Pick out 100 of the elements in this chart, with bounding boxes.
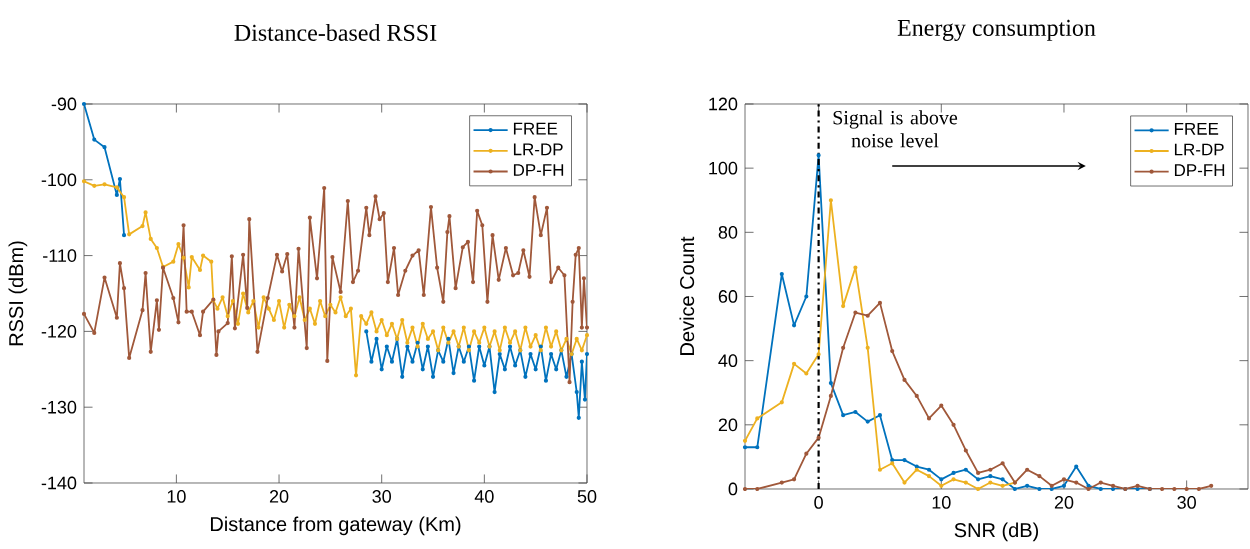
point bbox=[554, 367, 559, 372]
point bbox=[513, 363, 518, 368]
y-tick-label: -90 bbox=[51, 97, 77, 111]
point bbox=[791, 477, 797, 482]
point bbox=[926, 416, 932, 421]
y-tick-label: 60 bbox=[718, 290, 738, 303]
point bbox=[902, 480, 907, 485]
point bbox=[877, 467, 883, 472]
point bbox=[1135, 483, 1140, 488]
point bbox=[779, 400, 784, 405]
point bbox=[507, 344, 513, 349]
x-tick-label: 20 bbox=[1054, 496, 1074, 509]
point bbox=[742, 486, 748, 492]
point bbox=[1135, 486, 1140, 492]
point bbox=[1209, 483, 1214, 488]
point bbox=[543, 378, 549, 383]
y-axis-title: Device Count bbox=[679, 236, 695, 355]
point bbox=[816, 352, 821, 357]
point bbox=[963, 448, 968, 453]
point bbox=[114, 192, 119, 198]
point bbox=[1086, 486, 1091, 492]
point bbox=[477, 344, 482, 349]
point bbox=[841, 304, 846, 309]
point bbox=[988, 480, 993, 485]
point bbox=[1049, 483, 1054, 488]
point bbox=[828, 381, 833, 386]
point bbox=[1037, 474, 1042, 479]
y-axis-title: RSSI (dBm) bbox=[8, 241, 28, 346]
point bbox=[1074, 480, 1079, 485]
point bbox=[926, 467, 932, 472]
point bbox=[425, 344, 430, 349]
legend-label: DP-FH bbox=[1174, 164, 1225, 177]
point bbox=[1086, 483, 1091, 488]
point bbox=[1160, 486, 1165, 492]
point bbox=[410, 359, 415, 364]
x-tick-label: 30 bbox=[372, 490, 391, 503]
x-axis-title: SNR (dB) bbox=[954, 522, 1039, 542]
point bbox=[914, 393, 919, 399]
point bbox=[121, 233, 127, 238]
point bbox=[1098, 486, 1103, 492]
point bbox=[584, 352, 590, 357]
point bbox=[379, 367, 384, 372]
point bbox=[877, 300, 883, 305]
point bbox=[804, 451, 809, 456]
point bbox=[405, 344, 410, 349]
point bbox=[939, 403, 944, 408]
point bbox=[963, 480, 968, 485]
point bbox=[804, 294, 809, 299]
y-tick-label: -100 bbox=[41, 173, 77, 187]
point bbox=[976, 470, 981, 476]
point bbox=[574, 389, 579, 395]
y-tick-label: 120 bbox=[709, 97, 738, 111]
y-tick-label: -110 bbox=[43, 249, 77, 262]
y-tick-label: 100 bbox=[709, 161, 738, 175]
point bbox=[828, 198, 833, 203]
y-tick-label: 20 bbox=[718, 418, 738, 432]
y-tick-label: -120 bbox=[41, 325, 77, 338]
y-tick-label: 80 bbox=[718, 225, 738, 239]
point bbox=[755, 416, 760, 421]
point bbox=[976, 477, 981, 482]
point bbox=[102, 145, 107, 150]
point bbox=[117, 176, 123, 182]
point bbox=[1037, 486, 1042, 492]
point bbox=[1012, 486, 1017, 492]
point bbox=[92, 137, 97, 142]
point bbox=[441, 359, 446, 364]
point bbox=[755, 445, 760, 450]
point bbox=[400, 374, 405, 379]
point bbox=[523, 374, 528, 379]
point bbox=[576, 415, 581, 420]
point bbox=[548, 352, 554, 357]
point bbox=[1049, 486, 1054, 492]
point bbox=[466, 344, 472, 349]
legend-label: LR-DP bbox=[513, 143, 563, 156]
point bbox=[853, 409, 858, 415]
point bbox=[988, 467, 993, 472]
point bbox=[497, 352, 502, 357]
point bbox=[939, 477, 944, 482]
y-tick-label: -140 bbox=[41, 476, 77, 490]
legend-label: FREE bbox=[1174, 122, 1219, 135]
point bbox=[1110, 486, 1116, 492]
point bbox=[492, 389, 497, 395]
point bbox=[364, 329, 369, 334]
point bbox=[951, 470, 956, 476]
point bbox=[533, 367, 538, 372]
point bbox=[890, 348, 895, 354]
point bbox=[1196, 486, 1202, 492]
y-tick-label: -130 bbox=[41, 400, 77, 414]
point bbox=[451, 370, 456, 376]
legend-label: DP-FH bbox=[513, 164, 564, 176]
point bbox=[1074, 464, 1079, 469]
point bbox=[471, 378, 477, 383]
point bbox=[1061, 477, 1067, 482]
point bbox=[865, 345, 870, 350]
point bbox=[502, 367, 507, 372]
point bbox=[579, 359, 584, 364]
point bbox=[853, 310, 858, 315]
point bbox=[791, 323, 797, 328]
x-tick-label: 20 bbox=[269, 490, 289, 503]
x-axis-title: Distance from gateway (Km) bbox=[210, 516, 461, 536]
